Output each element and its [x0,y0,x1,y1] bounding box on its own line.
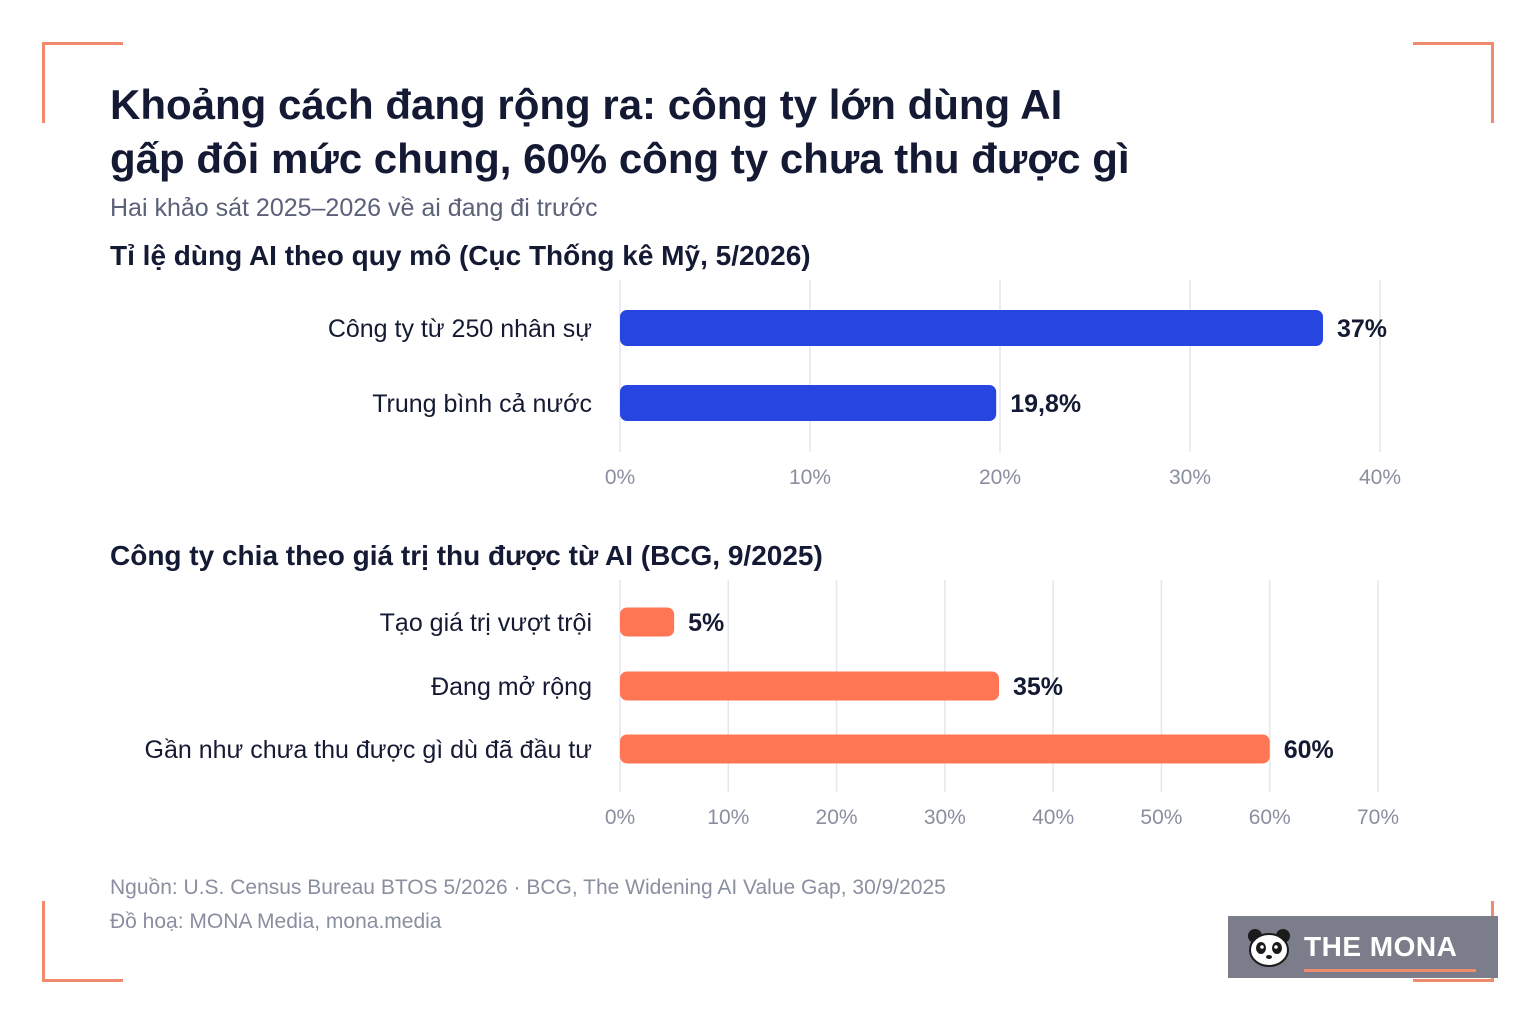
chart1-tick-label: 40% [1359,466,1401,489]
corner-bracket-bottom-left [42,901,123,982]
chart1-value-label: 37% [1337,315,1387,343]
panda-icon [1248,929,1290,967]
chart2-tick-label: 50% [1140,806,1182,829]
chart1-tick-label: 30% [1169,466,1211,489]
corner-bracket-top-right [1413,42,1494,123]
chart1-tick-label: 10% [789,466,831,489]
page-title-line2: gấp đôi mức chung, 60% công ty chưa thu … [110,135,1130,182]
footer-credit: Đồ hoạ: MONA Media, mona.media [110,910,442,933]
corner-bracket-top-left [42,42,123,123]
chart1-tick-label: 20% [979,466,1021,489]
chart2-tick-label: 30% [924,806,966,829]
chart2-tick-label: 60% [1249,806,1291,829]
chart1-value-label: 19,8% [1010,390,1081,418]
brand-logo: THE MONA [1228,916,1498,978]
chart2-ai-value-groups: 0% 10% 20% 30% 40% 50% 60% 70% Tạo giá trị vượt … [145,580,1399,829]
page-title-line1: Khoảng cách đang rộng ra: công ty lớn dù… [110,81,1063,128]
footer-source: Nguồn: U.S. Census Bureau BTOS 5/2026 · … [110,876,946,899]
chart2-tick-label: 0% [605,806,635,829]
brand-logo-underline [1304,969,1476,972]
chart2-bar [620,734,1270,764]
chart2-category-label: Tạo giá trị vượt trội [380,609,592,637]
chart2-category-label: Đang mở rộng [431,673,592,701]
chart2-bar [620,671,999,701]
chart2-tick-label: 40% [1032,806,1074,829]
chart1-tick-label: 0% [605,466,635,489]
chart2-bar [620,607,675,637]
chart2-tick-label: 70% [1357,806,1399,829]
chart1-category-label: Trung bình cả nước [372,390,592,418]
page-title: Khoảng cách đang rộng ra: công ty lớn dù… [110,78,1310,186]
brand-logo-text: THE MONA [1304,931,1458,962]
chart2-tick-label: 10% [707,806,749,829]
chart2-value-label: 5% [688,609,724,637]
chart2-value-label: 60% [1284,736,1334,764]
chart2-title: Công ty chia theo giá trị thu được từ AI… [110,540,823,571]
chart1-title: Tỉ lệ dùng AI theo quy mô (Cục Thống kê … [110,240,811,271]
chart1-category-label: Công ty từ 250 nhân sự [328,315,592,343]
chart2-tick-label: 20% [816,806,858,829]
chart1-bar [620,385,997,421]
chart2-value-label: 35% [1013,673,1063,701]
page-subtitle: Hai khảo sát 2025–2026 về ai đang đi trư… [110,194,598,222]
chart1-ai-usage-by-size: 0% 10% 20% 30% 40% Công ty từ 250 nhân sự 37% T… [328,280,1401,489]
chart1-bar [620,310,1323,346]
chart2-category-label: Gần như chưa thu được gì dù đã đầu tư [145,736,593,764]
